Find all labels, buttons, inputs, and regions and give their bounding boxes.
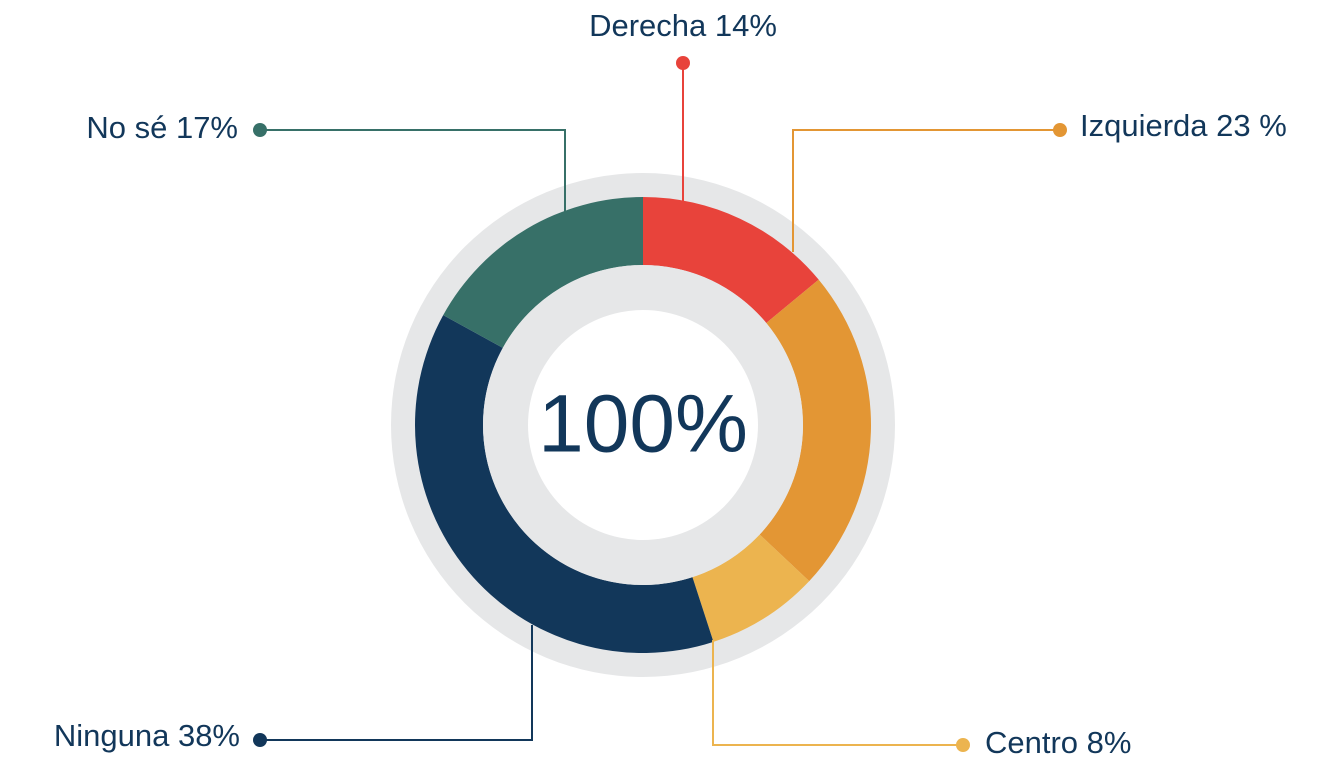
- donut-segment: [443, 197, 643, 348]
- slice-label: Ninguna 38%: [54, 718, 240, 753]
- value-label: 17%: [176, 110, 238, 145]
- slice-label: No sé 17%: [86, 110, 238, 145]
- leader-dot: [676, 56, 690, 70]
- donut-segment: [415, 315, 714, 654]
- category-name: No sé: [86, 110, 167, 145]
- leader-dot: [253, 123, 267, 137]
- category-name: Centro: [985, 725, 1078, 757]
- category-name: Ninguna: [54, 718, 170, 753]
- slice-label: Derecha 14%: [589, 8, 777, 43]
- leader-line: [712, 640, 963, 746]
- donut-segment: [643, 197, 819, 324]
- slice-label: Izquierda 23 %: [1080, 108, 1287, 143]
- leader-dot: [956, 738, 970, 752]
- value-label: 14%: [715, 8, 777, 43]
- category-name: Izquierda: [1080, 108, 1208, 143]
- value-label: 23 %: [1216, 108, 1287, 143]
- value-label: 8%: [1087, 725, 1132, 757]
- leader-dot: [1053, 123, 1067, 137]
- leader-dot: [253, 733, 267, 747]
- donut-segment: [692, 534, 810, 642]
- donut-segment: [759, 279, 871, 582]
- value-label: 38%: [178, 718, 240, 753]
- slice-label: Centro 8%: [985, 725, 1131, 757]
- leader-line: [260, 129, 566, 215]
- category-name: Derecha: [589, 8, 707, 43]
- leader-line: [792, 129, 1060, 252]
- center-disk: [528, 310, 758, 540]
- segments: [415, 197, 871, 654]
- labels: Derecha 14% Izquierda 23 % Centro 8% Ningun…: [54, 8, 1287, 757]
- center-label: 100%: [538, 379, 748, 470]
- leader-line: [260, 625, 533, 741]
